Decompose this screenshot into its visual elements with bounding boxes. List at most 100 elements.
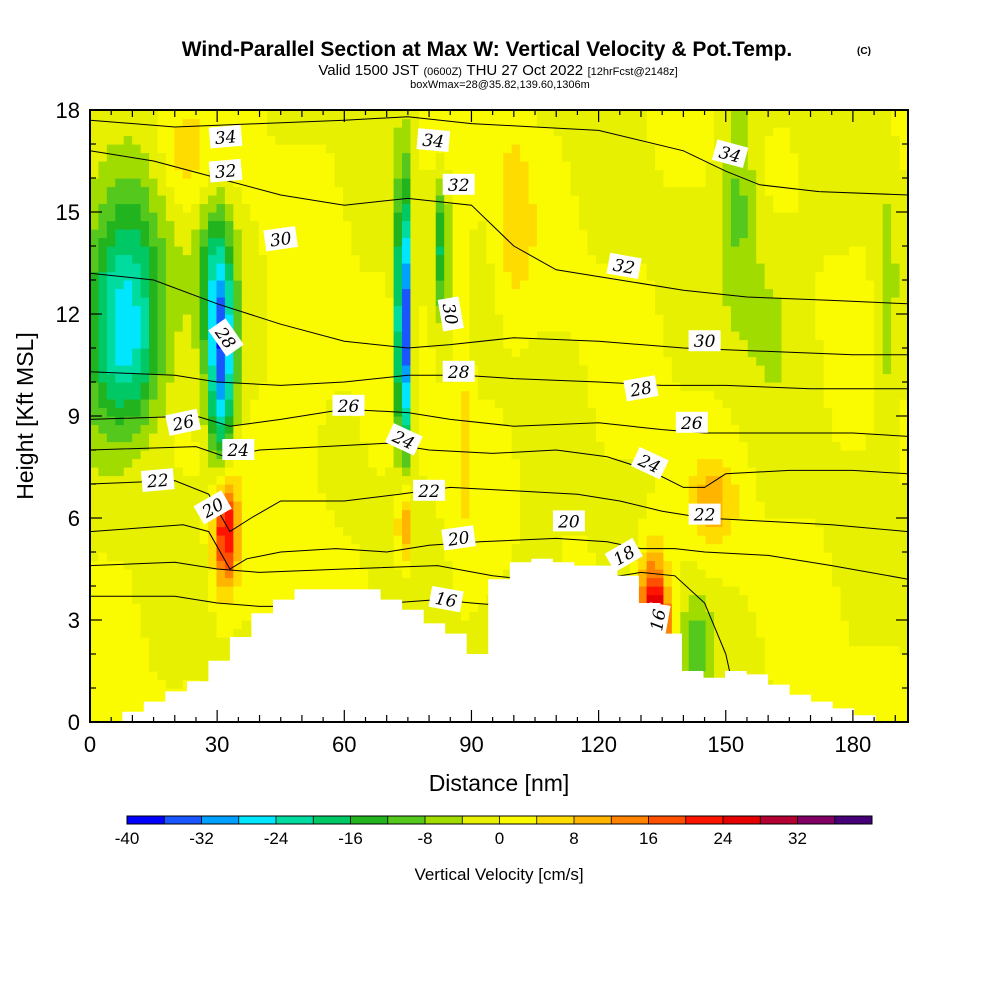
velocity-cell [258, 382, 268, 392]
velocity-cell [283, 178, 293, 188]
velocity-cell [511, 118, 521, 128]
velocity-cell [208, 339, 218, 349]
velocity-cell [359, 246, 369, 256]
velocity-cell [612, 509, 622, 519]
velocity-cell [410, 569, 420, 579]
velocity-cell [621, 518, 631, 528]
velocity-cell [157, 203, 167, 213]
velocity-cell [106, 229, 116, 239]
velocity-cell [595, 144, 606, 154]
velocity-cell [149, 416, 159, 426]
velocity-cell [655, 433, 665, 443]
velocity-cell [309, 518, 319, 528]
velocity-cell [477, 339, 487, 349]
velocity-cell [604, 365, 614, 375]
velocity-cell [292, 339, 302, 349]
velocity-cell [587, 407, 597, 417]
velocity-cell [258, 560, 268, 570]
velocity-cell [174, 458, 184, 468]
velocity-cell [402, 144, 412, 154]
velocity-cell [520, 348, 530, 358]
velocity-cell [528, 492, 538, 502]
velocity-cell [182, 322, 192, 332]
velocity-cell [334, 356, 344, 366]
velocity-cell [326, 373, 336, 383]
velocity-cell [174, 118, 184, 128]
velocity-cell [309, 501, 319, 511]
velocity-cell [579, 110, 589, 120]
velocity-cell [376, 407, 386, 417]
velocity-cell [149, 297, 159, 307]
velocity-cell [579, 280, 589, 290]
velocity-cell [553, 390, 563, 400]
velocity-cell [233, 373, 243, 383]
velocity-cell [342, 186, 353, 196]
velocity-cell [258, 603, 268, 613]
velocity-cell [241, 535, 251, 545]
velocity-cell [90, 161, 100, 171]
velocity-cell [233, 390, 243, 400]
velocity-cell [208, 348, 218, 358]
velocity-cell [216, 118, 226, 128]
velocity-cell [646, 305, 656, 315]
velocity-cell [292, 110, 302, 120]
velocity-cell [267, 254, 277, 264]
velocity-cell [241, 399, 251, 409]
velocity-cell [604, 424, 614, 434]
velocity-cell [385, 280, 395, 290]
velocity-cell [376, 339, 386, 349]
velocity-cell [283, 144, 293, 154]
velocity-cell [199, 152, 209, 162]
velocity-cell [149, 365, 159, 375]
velocity-cell [545, 543, 555, 553]
velocity-cell [208, 594, 218, 604]
velocity-cell [402, 229, 412, 239]
velocity-cell [393, 246, 403, 256]
velocity-cell [283, 195, 293, 205]
velocity-cell [604, 390, 614, 400]
velocity-cell [461, 620, 471, 630]
velocity-cell [191, 611, 201, 621]
velocity-cell [520, 382, 530, 392]
velocity-cell [334, 127, 344, 137]
velocity-cell [157, 331, 167, 341]
velocity-cell [258, 552, 268, 562]
velocity-cell [132, 637, 142, 647]
velocity-cell [123, 433, 133, 443]
velocity-cell [342, 484, 353, 494]
velocity-cell [98, 450, 108, 460]
velocity-cell [182, 441, 192, 451]
velocity-cell [604, 322, 614, 332]
velocity-cell [309, 297, 319, 307]
velocity-cell [208, 365, 218, 375]
velocity-cell [140, 552, 150, 562]
velocity-cell [267, 543, 277, 553]
velocity-cell [385, 390, 395, 400]
velocity-cell [511, 220, 521, 230]
velocity-cell [435, 390, 445, 400]
velocity-cell [545, 152, 555, 162]
velocity-cell [106, 118, 116, 128]
velocity-cell [165, 127, 175, 137]
velocity-cell [224, 280, 234, 290]
velocity-cell [132, 322, 142, 332]
velocity-cell [300, 526, 310, 536]
velocity-cell [115, 220, 125, 230]
velocity-cell [604, 433, 614, 443]
velocity-cell [326, 203, 336, 213]
velocity-cell [174, 178, 184, 188]
velocity-cell [267, 220, 277, 230]
velocity-cell [334, 424, 344, 434]
velocity-cell [140, 645, 150, 655]
velocity-cell [140, 305, 150, 315]
velocity-cell [427, 263, 437, 273]
velocity-cell [115, 492, 125, 502]
velocity-cell [427, 331, 437, 341]
velocity-cell [503, 305, 513, 315]
velocity-cell [334, 382, 344, 392]
velocity-cell [283, 314, 293, 324]
velocity-cell [106, 390, 116, 400]
velocity-cell [570, 475, 580, 485]
velocity-cell [351, 492, 361, 502]
velocity-cell [469, 399, 479, 409]
